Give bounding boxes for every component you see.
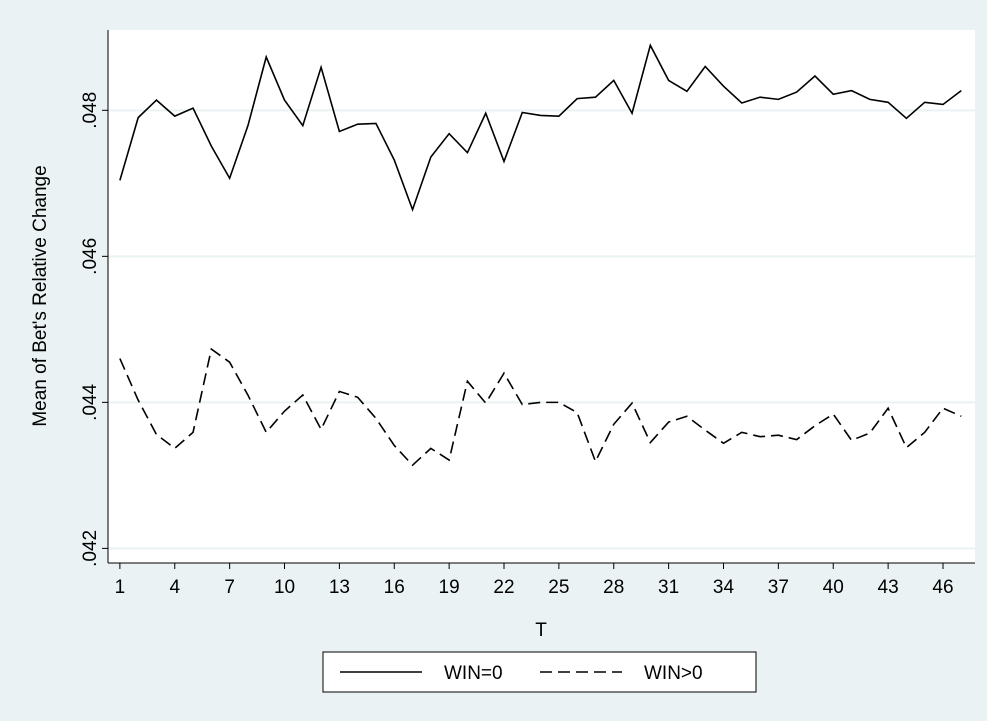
- x-tick-label: 40: [823, 577, 844, 598]
- legend-label: WIN=0: [444, 663, 503, 684]
- legend-entries: WIN=0 WIN>0: [340, 663, 703, 684]
- x-tick-label: 43: [878, 577, 899, 598]
- x-tick-label: 46: [932, 577, 953, 598]
- plot-area: [108, 30, 975, 563]
- x-tick-label: 37: [768, 577, 789, 598]
- x-tick-label: 4: [169, 577, 180, 598]
- x-tick-label: 7: [224, 577, 235, 598]
- x-tick-label: 19: [439, 577, 460, 598]
- x-tick-label: 13: [329, 577, 350, 598]
- legend-label: WIN>0: [644, 663, 703, 684]
- y-tick-label: .044: [80, 383, 101, 420]
- y-tick-label: .046: [80, 238, 101, 275]
- x-tick-label: 16: [384, 577, 405, 598]
- series-line: [119, 347, 962, 467]
- lines: [119, 43, 962, 467]
- y-tick-label: .048: [80, 92, 101, 129]
- x-tick-label: 28: [603, 577, 624, 598]
- x-tick-label: 34: [713, 577, 735, 598]
- x-tick-label: 22: [493, 577, 514, 598]
- x-tick-label: 31: [658, 577, 679, 598]
- y-tick-label: .042: [80, 530, 101, 567]
- y-axis-title: Mean of Bet's Relative Change: [30, 165, 51, 426]
- x-tick-label: 25: [548, 577, 569, 598]
- x-tick-label: 10: [274, 577, 295, 598]
- x-tick-label: 1: [115, 577, 126, 598]
- x-axis-title: T: [535, 620, 547, 641]
- series-line: [119, 43, 962, 212]
- axes: .042 .044 .046 .048 1 4 7 10 13 16 19 22 25 28 31 34 37 4…: [80, 30, 975, 598]
